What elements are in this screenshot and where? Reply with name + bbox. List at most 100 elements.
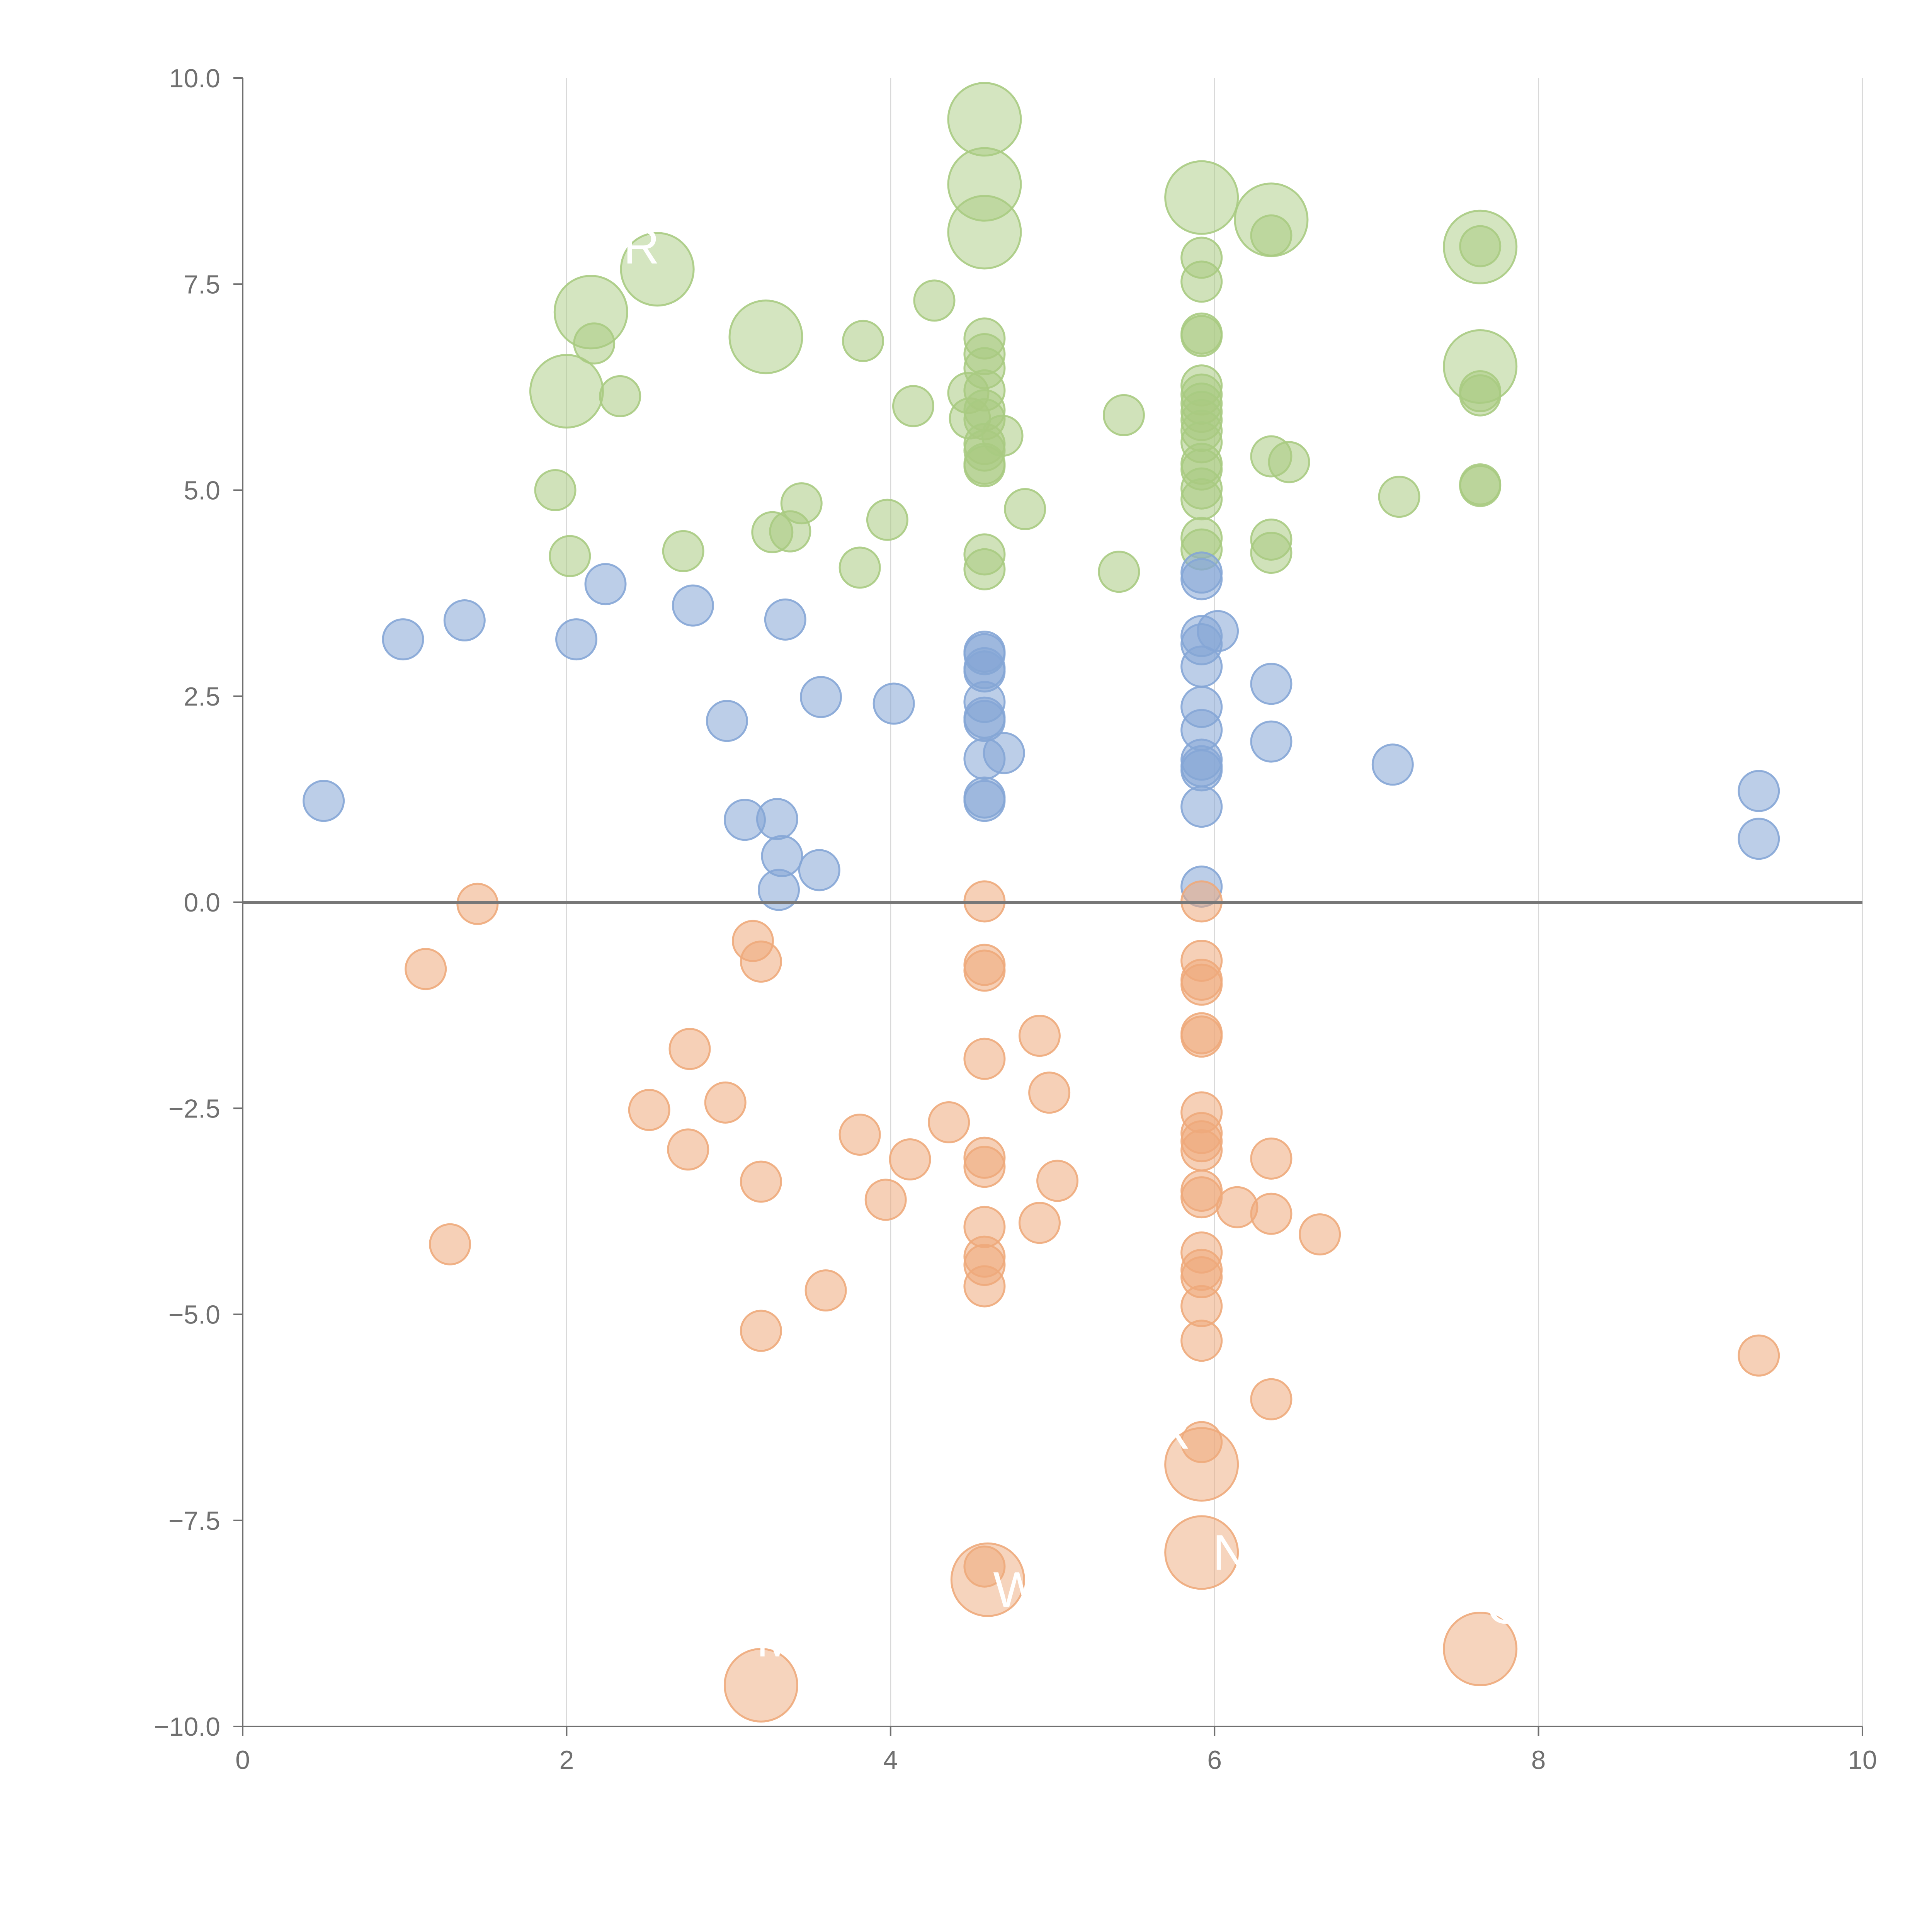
orange-point xyxy=(1180,1129,1223,1172)
y-tick-label: 5.0 xyxy=(184,476,220,505)
blue-point xyxy=(706,700,748,742)
blue-point xyxy=(1371,743,1414,786)
green-point xyxy=(842,320,884,362)
green-point xyxy=(866,498,908,541)
green-bubble xyxy=(1443,329,1518,404)
orange-point xyxy=(963,1037,1006,1080)
bubble-label: CR xyxy=(587,218,660,274)
orange-point xyxy=(405,948,447,990)
bubble-points xyxy=(529,82,1518,1723)
green-bubble xyxy=(1164,160,1239,235)
green-point xyxy=(599,375,641,417)
y-tick-label: 0.0 xyxy=(184,888,220,917)
x-tick-label: 4 xyxy=(883,1745,898,1775)
blue-point xyxy=(584,563,627,605)
x-tick-label: 2 xyxy=(559,1745,574,1775)
blue-point xyxy=(800,676,842,718)
green-point xyxy=(534,469,577,511)
blue-point xyxy=(382,618,424,661)
blue-point xyxy=(1180,749,1223,792)
green-bubble xyxy=(553,275,628,350)
green-point xyxy=(913,279,956,322)
y-tick-label: −7.5 xyxy=(168,1506,220,1536)
green-point xyxy=(1004,488,1046,531)
blue-point xyxy=(798,849,840,891)
blue-point xyxy=(1197,610,1239,652)
green-point xyxy=(1180,315,1223,357)
y-tick-label: 2.5 xyxy=(184,682,220,711)
orange-point xyxy=(804,1269,847,1312)
blue-point xyxy=(1738,770,1780,812)
orange-point xyxy=(1018,1015,1061,1057)
green-point xyxy=(549,535,591,577)
orange-point xyxy=(1180,963,1223,1006)
data-points xyxy=(303,214,1780,1588)
orange-point xyxy=(668,1028,711,1070)
blue-point xyxy=(983,732,1025,774)
orange-bubble xyxy=(1164,1515,1239,1590)
green-bubble xyxy=(1443,209,1518,284)
orange-point xyxy=(838,1114,881,1156)
orange-point xyxy=(1180,1015,1223,1058)
orange-point xyxy=(1036,1160,1079,1202)
bubble-labels: CR R N W O M xyxy=(587,218,1526,1667)
orange-point xyxy=(740,1160,782,1203)
orange-bubble xyxy=(1443,1611,1518,1686)
y-tick-label: −10.0 xyxy=(154,1712,220,1742)
bubble-label: R xyxy=(1154,1403,1190,1459)
green-point xyxy=(981,415,1024,457)
orange-point xyxy=(1738,1334,1780,1377)
orange-point xyxy=(1299,1213,1341,1256)
orange-bubble xyxy=(1164,1427,1239,1502)
orange-point xyxy=(864,1179,907,1221)
orange-point xyxy=(429,1223,471,1265)
orange-point xyxy=(740,940,782,983)
green-bubble xyxy=(728,299,803,374)
orange-point xyxy=(1018,1202,1061,1244)
y-tick-label: −5.0 xyxy=(168,1300,220,1330)
blue-point xyxy=(1180,645,1223,688)
blue-point xyxy=(555,618,598,661)
green-bubble xyxy=(947,82,1022,157)
green-point xyxy=(1102,394,1145,436)
orange-bubble xyxy=(950,1542,1025,1617)
orange-point xyxy=(1250,1378,1293,1420)
blue-point xyxy=(1250,720,1293,763)
orange-point xyxy=(740,1310,782,1352)
bubble-label: O xyxy=(1486,1578,1526,1634)
blue-point xyxy=(872,682,915,725)
green-point xyxy=(780,482,823,525)
green-bubble xyxy=(1234,182,1309,257)
green-point xyxy=(1098,551,1140,593)
orange-point xyxy=(928,1101,970,1144)
blue-point xyxy=(764,598,806,641)
orange-bubble xyxy=(723,1648,798,1723)
orange-point xyxy=(628,1089,670,1131)
orange-point xyxy=(963,1146,1006,1188)
y-tick-label: −2.5 xyxy=(168,1094,220,1123)
green-bubble xyxy=(947,195,1022,270)
green-point xyxy=(1459,465,1502,507)
orange-point xyxy=(1250,1137,1293,1180)
green-point xyxy=(1180,260,1223,303)
blue-point xyxy=(672,584,714,627)
orange-point xyxy=(889,1138,931,1180)
blue-point xyxy=(1250,663,1293,705)
green-point xyxy=(662,530,704,572)
x-tick-label: 0 xyxy=(235,1745,250,1775)
blue-point xyxy=(443,599,486,642)
x-tick-label: 10 xyxy=(1848,1745,1877,1775)
green-point xyxy=(1268,441,1310,483)
orange-point xyxy=(1250,1192,1293,1235)
y-tick-label: 10.0 xyxy=(169,64,220,93)
green-bubble xyxy=(620,232,695,307)
orange-point xyxy=(456,883,499,925)
bubble-label: M xyxy=(756,1611,798,1667)
green-point xyxy=(1378,476,1420,518)
orange-point xyxy=(667,1128,709,1171)
orange-point xyxy=(963,949,1006,992)
orange-point xyxy=(1028,1071,1071,1114)
green-point xyxy=(1180,478,1223,520)
blue-point xyxy=(963,780,1006,822)
orange-point xyxy=(1180,1176,1223,1219)
